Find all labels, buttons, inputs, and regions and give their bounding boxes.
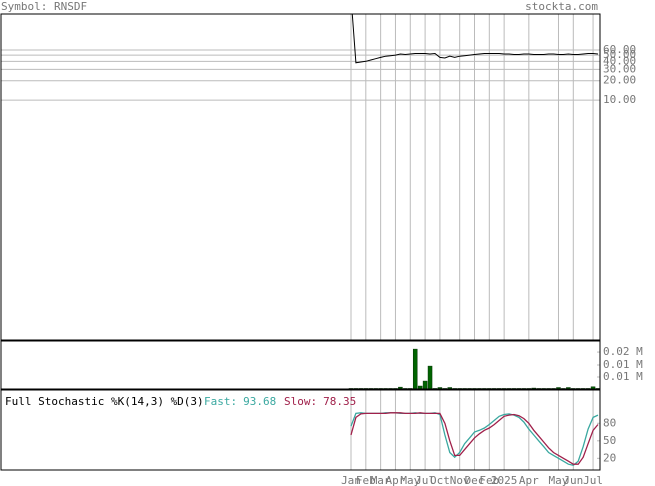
x-tick-label: Jul — [415, 474, 435, 486]
grid-layer — [1, 14, 600, 470]
site: stockta.com — [525, 0, 598, 13]
y-tick-label: 0.01 M — [603, 358, 643, 371]
bar — [422, 380, 428, 390]
legend-label: Fast: — [204, 395, 237, 408]
y-tick-label: 10.00 — [603, 93, 636, 106]
volume-panel — [0, 340, 601, 390]
y-tick-label: 40.00 — [603, 54, 636, 67]
x-tick-label: Apr — [519, 474, 539, 486]
y-tick-label: 60.00 — [603, 43, 636, 56]
legend-value: 78.35 — [323, 395, 356, 408]
x-tick-label: Apr — [386, 474, 406, 486]
y-tick-label: 20.00 — [603, 74, 636, 87]
y-tick-label: 30.00 — [603, 62, 636, 75]
x-tick-label: Jun — [563, 474, 583, 486]
legend-label: Slow: — [284, 395, 317, 408]
x-tick-label: Feb — [479, 474, 499, 486]
y-tick-label: 80 — [603, 416, 616, 429]
y-tick-label: 50 — [603, 434, 616, 447]
x-tick-label: Feb — [356, 474, 376, 486]
bar — [427, 365, 433, 390]
bar — [412, 348, 418, 390]
line — [350, 412, 599, 465]
x-tick-label: Oct — [430, 474, 450, 486]
panel-title: Full Stochastic %K(14,3) %D(3) — [5, 395, 204, 408]
x-tick-label: Mar — [371, 474, 391, 486]
y-tick-label: 0.01 M — [603, 370, 643, 383]
stochastic-panel — [0, 389, 601, 471]
x-tick-label: 2025 — [491, 474, 518, 486]
y-tick-label: 0.02 M — [603, 345, 643, 358]
line — [351, 14, 599, 64]
symbol: Symbol: RNSDF — [1, 0, 87, 13]
x-tick-label: Jan — [341, 474, 361, 486]
x-tick-label: Dec — [465, 474, 485, 486]
y-tick-label: 20 — [603, 451, 616, 464]
x-tick-label: Nov — [450, 474, 470, 486]
price-panel — [0, 13, 601, 341]
x-tick-label: Jul — [583, 474, 603, 486]
legend-value: 93.68 — [243, 395, 276, 408]
x-tick-label: May — [400, 474, 420, 486]
y-tick-label: 50.00 — [603, 48, 636, 61]
x-tick-label: May — [549, 474, 569, 486]
